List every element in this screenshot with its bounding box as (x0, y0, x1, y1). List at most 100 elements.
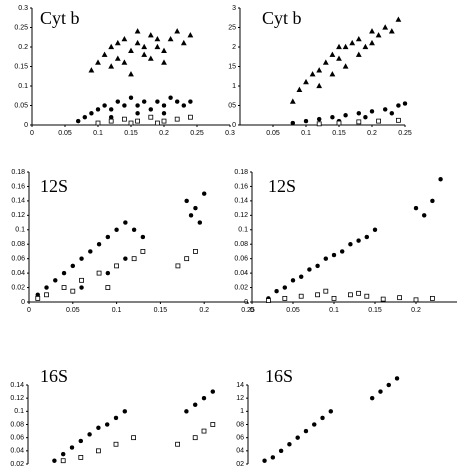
triangle-point (108, 63, 115, 69)
y-tick-label: 0 (232, 122, 236, 129)
square-point (61, 285, 67, 290)
x-tick-label: 0.3 (225, 130, 235, 137)
circle-point (282, 285, 288, 290)
circle-point (75, 118, 81, 124)
circle-point (128, 95, 134, 100)
y-tick-label: 15 (228, 63, 236, 70)
triangle-point (336, 43, 342, 50)
circle-point (95, 107, 101, 112)
triangle-point (316, 67, 323, 73)
circle-point (303, 428, 309, 434)
y-tick-label: 0.18 (11, 169, 25, 176)
square-point (323, 288, 329, 294)
square-point (175, 441, 181, 447)
circle-point (369, 109, 375, 114)
circle-point (108, 114, 114, 120)
circle-point (402, 101, 408, 106)
circle-point (122, 409, 128, 414)
triangle-point (154, 43, 161, 50)
circle-point (372, 227, 378, 233)
y-tick-label: 0.18 (234, 169, 248, 176)
circle-point (44, 285, 49, 290)
circle-point (311, 422, 317, 427)
square-point (282, 295, 288, 301)
y-tick-label: 0 (24, 122, 28, 129)
circle-point (108, 107, 114, 112)
square-point (364, 293, 370, 299)
square-point (44, 292, 49, 298)
y-tick-label: 0.1 (14, 408, 24, 415)
circle-point (181, 103, 187, 108)
circle-point (330, 114, 335, 120)
circle-point (343, 113, 348, 118)
square-point (135, 118, 141, 124)
circle-point (123, 256, 128, 261)
triangle-point (303, 78, 309, 85)
y-tick-label: 0.14 (234, 198, 248, 205)
triangle-point (121, 59, 128, 65)
circle-point (115, 99, 121, 104)
square-point (397, 295, 403, 301)
square-point (331, 295, 337, 301)
circle-point (60, 451, 66, 457)
circle-point (155, 99, 160, 104)
y-tick-label: 2 (232, 44, 236, 51)
circle-point (184, 198, 189, 204)
circle-point (382, 107, 388, 112)
circle-point (78, 438, 84, 444)
circle-point (364, 234, 370, 240)
triangle-point (154, 35, 161, 42)
triangle-point (101, 51, 108, 57)
triangle-point (141, 43, 148, 50)
circle-point (389, 111, 395, 116)
circle-point (396, 103, 401, 108)
triangle-point (342, 63, 349, 69)
circle-point (356, 238, 361, 243)
square-point (96, 270, 102, 276)
triangle-point (128, 71, 134, 77)
circle-point (290, 278, 296, 283)
square-point (122, 116, 127, 122)
triangle-point (95, 59, 101, 65)
circle-point (70, 263, 76, 269)
square-point (336, 120, 342, 126)
y-tick-label: 0.1 (15, 227, 25, 234)
y-tick-label: 0.08 (11, 241, 25, 248)
circle-point (53, 278, 58, 283)
square-point (140, 249, 146, 254)
square-point (376, 118, 382, 124)
circle-point (316, 116, 322, 122)
x-tick-label: 0 (27, 307, 31, 314)
square-point (175, 263, 181, 269)
y-tick-label: 12 (236, 395, 244, 402)
y-tick-label: 0.05 (14, 102, 28, 109)
y-tick-label: 0.2 (18, 44, 28, 51)
circle-point (290, 120, 296, 126)
circle-point (135, 111, 140, 116)
triangle-point (180, 39, 187, 46)
x-tick-label: 0.2 (199, 307, 209, 314)
triangle-point (108, 43, 115, 50)
triangle-point (289, 98, 296, 104)
triangle-point (388, 28, 395, 34)
x-tick-label: 0.15 (368, 307, 382, 314)
square-point (187, 114, 193, 120)
y-tick-label: 0.02 (11, 284, 25, 291)
square-point (210, 422, 216, 427)
square-point (148, 114, 154, 120)
circle-point (394, 376, 400, 381)
square-point (114, 263, 119, 269)
triangle-point (369, 39, 375, 46)
circle-point (201, 191, 207, 196)
x-tick-label: 0 (250, 307, 254, 314)
square-point (356, 119, 362, 125)
circle-point (356, 111, 362, 116)
x-tick-label: 0.1 (301, 130, 311, 137)
circle-point (307, 267, 312, 272)
y-tick-label: 0.16 (234, 183, 248, 190)
x-tick-label: 0.25 (398, 130, 412, 137)
y-tick-label: 1 (240, 408, 244, 415)
triangle-point (329, 71, 336, 77)
circle-point (348, 241, 353, 247)
x-tick-label: 0.15 (332, 130, 346, 137)
